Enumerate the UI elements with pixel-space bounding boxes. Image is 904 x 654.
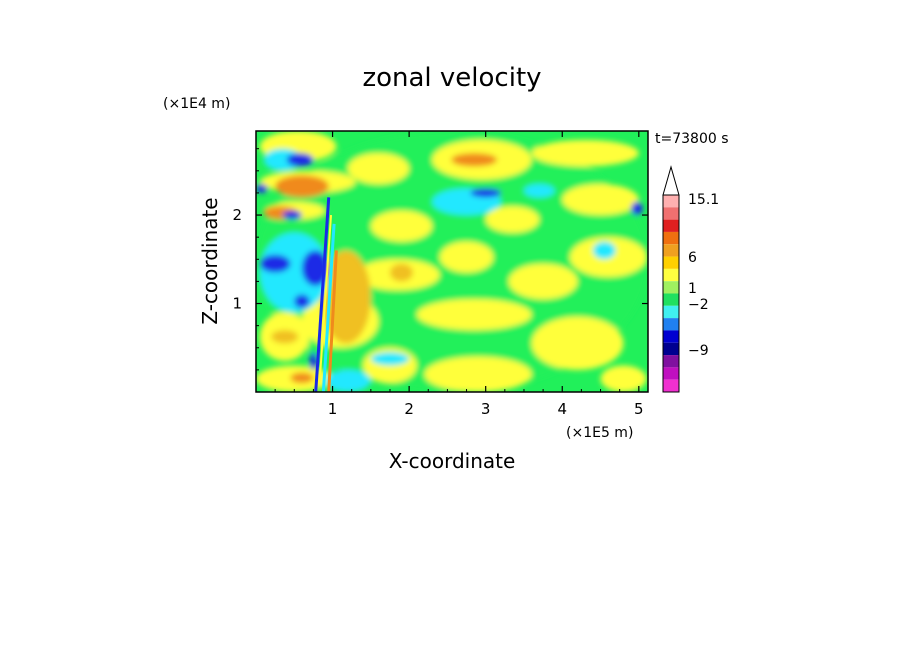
field-patch-light_orange — [271, 330, 299, 344]
field-patch-orange — [290, 372, 314, 384]
field-patch-yellow — [370, 210, 433, 242]
field-patch-blue — [470, 188, 501, 198]
y-tick-label: 2 — [232, 206, 242, 224]
velocity-field — [256, 131, 648, 392]
field-patch-light_orange — [389, 263, 413, 282]
field-patch-yellow — [531, 139, 639, 167]
field-patch-cyan — [324, 369, 371, 392]
x-tick-label: 2 — [404, 400, 414, 418]
chart-title: zonal velocity — [362, 63, 541, 93]
field-patch-orange — [451, 153, 498, 167]
field-patch-blue — [309, 352, 318, 370]
field-patch-yellow — [439, 241, 494, 273]
field-patch-cyan — [523, 184, 555, 198]
field-patch-yellow — [416, 299, 532, 331]
field-patch-blue — [256, 184, 268, 193]
colorbar-swatch — [663, 281, 679, 294]
colorbar-swatch — [663, 318, 679, 331]
x-tick-label: 3 — [481, 400, 491, 418]
colorbar-swatch — [663, 195, 679, 208]
colorbar-swatch — [663, 379, 679, 392]
colorbar-swatch — [663, 268, 679, 282]
colorbar-swatch — [663, 293, 679, 306]
time-label: t=73800 s — [655, 131, 729, 147]
colorbar-tick-label: −9 — [688, 343, 709, 359]
plot-frame — [255, 130, 649, 393]
colorbar-swatch — [663, 305, 679, 319]
y-scale-label: (×1E4 m) — [163, 96, 230, 112]
colorbar-tick-label: 6 — [688, 250, 697, 266]
colorbar-swatch — [663, 342, 679, 356]
field-patch-blue — [631, 201, 643, 216]
field-patch-cyan — [592, 241, 616, 260]
colorbar-swatch — [663, 207, 679, 220]
y-tick-label: 1 — [232, 295, 242, 313]
colorbar-swatch — [663, 367, 679, 380]
x-tick-label: 5 — [634, 400, 644, 418]
colorbar-frame — [662, 194, 680, 393]
field-patch-yellow — [600, 365, 647, 392]
y-axis-label: Z-coordinate — [198, 197, 222, 324]
wave-streak-blue — [314, 197, 331, 392]
field-patch-yellow — [508, 263, 578, 300]
x-axis: 1 2 3 4 5 — [274, 131, 644, 418]
colorbar-extend-arrow — [662, 165, 680, 196]
x-scale-label: (×1E5 m) — [566, 425, 633, 441]
x-axis-label: X-coordinate — [389, 449, 516, 473]
wave-streak-orange — [327, 250, 338, 392]
colorbar-swatch — [663, 355, 679, 368]
field-patch-blue — [259, 254, 291, 273]
wave-streak-yellow — [318, 214, 333, 384]
field-patch-blue — [286, 153, 314, 167]
field-patch-blue — [294, 294, 310, 308]
field-patch-yellow — [531, 316, 624, 370]
colorbar: 15.1 6 1−2 −9 — [662, 165, 719, 393]
colorbar-swatch — [663, 256, 679, 269]
colorbar-swatch — [663, 330, 679, 343]
colorbar-swatch — [663, 231, 679, 245]
y-axis: 12 — [232, 148, 648, 371]
field-patch-cyan — [263, 148, 302, 171]
field-patch-yellow — [347, 153, 410, 185]
colorbar-tick-label: 15.1 — [688, 192, 719, 208]
colorbar-swatch — [663, 244, 679, 257]
x-tick-label: 4 — [557, 400, 567, 418]
colorbar-tick-label: 1 — [688, 281, 697, 297]
field-patch-yellow — [485, 206, 540, 233]
field-patch-blue — [282, 210, 302, 220]
colorbar-tick-label: −2 — [688, 297, 709, 313]
wave-streak-cyan — [321, 223, 336, 392]
colorbar-swatch — [663, 219, 679, 232]
field-patch-yellow — [424, 356, 532, 392]
x-tick-label: 1 — [328, 400, 338, 418]
field-patch-orange — [275, 175, 329, 198]
field-patch-yellow — [562, 184, 639, 216]
field-patch-cyan — [370, 352, 410, 366]
